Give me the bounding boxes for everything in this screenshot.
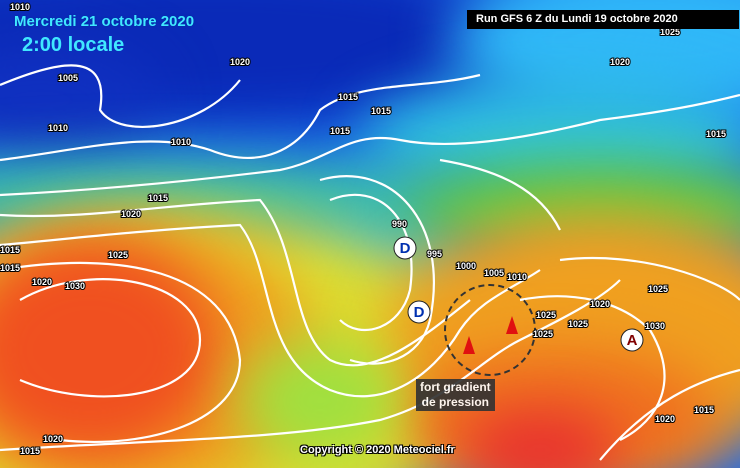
warning-triangle-icon xyxy=(506,316,518,334)
isobar-label: 1010 xyxy=(171,137,191,147)
isobar-label: 1010 xyxy=(507,272,527,282)
isobar-label: 1010 xyxy=(48,123,68,133)
low-pressure-marker: D xyxy=(393,236,417,260)
pressure-systems: D D A xyxy=(393,236,644,352)
high-pressure-marker: A xyxy=(620,328,644,352)
isobar-label: 1025 xyxy=(108,250,128,260)
isobar-label: 1015 xyxy=(0,245,20,255)
isobar-label: 1025 xyxy=(568,319,588,329)
isobar-label: 1030 xyxy=(65,281,85,291)
copyright: Copyright © 2020 Meteociel.fr xyxy=(300,444,455,456)
isobar-label: 1020 xyxy=(43,434,63,444)
svg-text:D: D xyxy=(414,304,425,321)
isobar-label: 1025 xyxy=(533,329,553,339)
isobar-label: 1020 xyxy=(121,209,141,219)
isobar-label: 1015 xyxy=(20,446,40,456)
svg-text:A: A xyxy=(627,332,638,349)
low-pressure-marker: D xyxy=(407,300,431,324)
isobar-label: 1015 xyxy=(706,129,726,139)
isobar-label: 1015 xyxy=(694,405,714,415)
isobar-label: 1020 xyxy=(655,414,675,424)
annotation-line-1: fort gradient xyxy=(420,380,491,394)
gradient-highlight-circle xyxy=(444,284,536,376)
isobar-label: 1010 xyxy=(10,2,30,12)
isobar-label: 1020 xyxy=(230,57,250,67)
isobar-label: 1015 xyxy=(330,126,350,136)
isobar-label: 1005 xyxy=(58,73,78,83)
isobar-label: 1025 xyxy=(660,27,680,37)
forecast-time: 2:00 locale xyxy=(22,34,125,56)
annotation-line-2: de pression xyxy=(421,395,490,409)
isobar-label: 1025 xyxy=(536,310,556,320)
isobar-label: 1015 xyxy=(371,106,391,116)
model-run-label: Run GFS 6 Z du Lundi 19 octobre 2020 xyxy=(467,10,739,29)
forecast-date: Mercredi 21 octobre 2020 xyxy=(14,13,195,30)
isobar-label: 1015 xyxy=(148,193,168,203)
warning-triangle-icon xyxy=(463,336,475,354)
isobar-label: 990 xyxy=(392,219,407,229)
isobars xyxy=(0,64,740,461)
isobar-label: 1000 xyxy=(456,261,476,271)
isobar-label: 1005 xyxy=(484,268,504,278)
isobar-label: 995 xyxy=(427,249,442,259)
isobar-label: 1025 xyxy=(648,284,668,294)
isobar-labels: 1010102010251020100510101010101510151015… xyxy=(0,1,727,457)
isobar-label: 1020 xyxy=(610,57,630,67)
svg-text:D: D xyxy=(400,240,411,257)
isobar-label: 1020 xyxy=(32,277,52,287)
isobar-label: 1020 xyxy=(590,299,610,309)
gradient-annotation: fort gradient de pression xyxy=(416,379,495,411)
isobar-label: 1030 xyxy=(645,321,665,331)
isobar-label: 1015 xyxy=(0,263,20,273)
isobar-label: 1015 xyxy=(338,92,358,102)
